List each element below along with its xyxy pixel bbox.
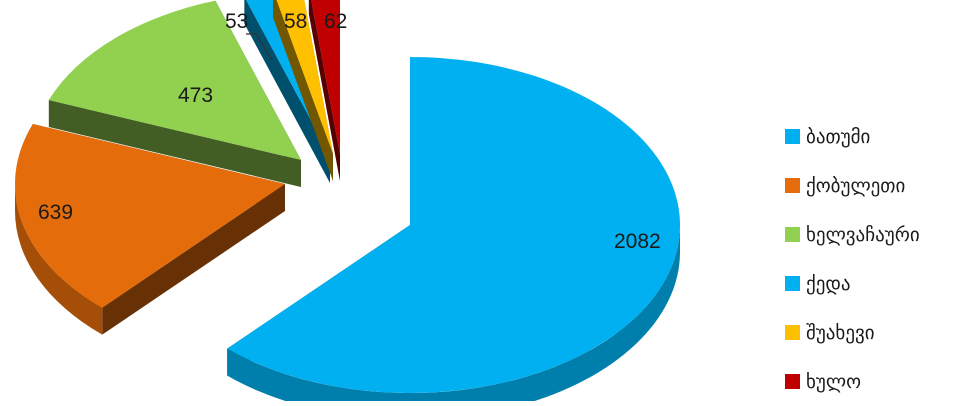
leader-line	[246, 33, 273, 61]
legend-swatch	[785, 325, 800, 340]
legend-label: ქობულეთი	[806, 174, 906, 197]
legend-swatch	[785, 227, 800, 242]
legend-swatch	[785, 276, 800, 291]
data-label-1: 2082	[614, 230, 661, 253]
legend-swatch	[785, 178, 800, 193]
data-label-2: 639	[38, 201, 73, 224]
legend-label: ხულო	[806, 370, 862, 393]
legend-item-5: შუახევი	[785, 308, 965, 357]
pie-slice-6	[308, 0, 340, 181]
legend-swatch	[785, 129, 800, 144]
legend-label: ბათუმი	[806, 125, 871, 148]
legend-item-1: ბათუმი	[785, 112, 965, 161]
data-label-3: 473	[178, 84, 213, 107]
pie-slice-2	[14, 123, 285, 335]
legend-label: ქედა	[806, 272, 851, 295]
pie-slice-1	[227, 57, 680, 401]
pie-slice-3	[48, 0, 301, 188]
legend-item-3: ხელვაჩაური	[785, 210, 965, 259]
legend-item-6: ხულო	[785, 357, 965, 406]
legend-item-2: ქობულეთი	[785, 161, 965, 210]
legend-swatch	[785, 374, 800, 389]
data-label-4: 53	[225, 10, 248, 33]
legend: ბათუმი ქობულეთი ხელვაჩაური ქედა შუახევი ხულო	[785, 112, 965, 406]
legend-label: შუახევი	[806, 321, 875, 344]
data-label-6: 62	[324, 10, 347, 33]
legend-label: ხელვაჩაური	[806, 223, 920, 246]
data-label-5: 58	[284, 10, 307, 33]
legend-item-4: ქედა	[785, 259, 965, 308]
pie-slice-5	[273, 0, 333, 181]
